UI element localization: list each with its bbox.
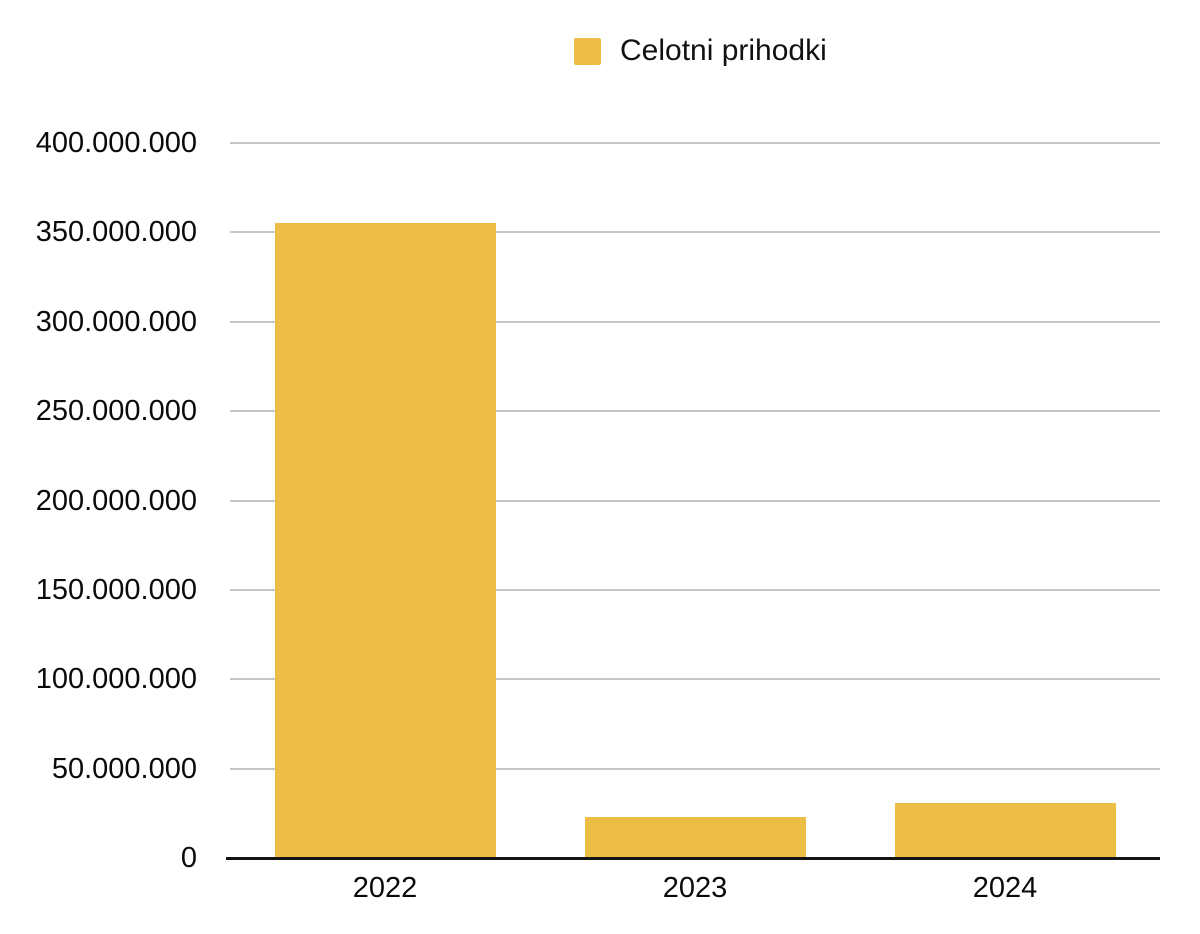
y-axis-tick-label: 0 xyxy=(180,842,197,874)
gridline xyxy=(230,231,1160,234)
y-axis-tick-label: 100.000.000 xyxy=(35,663,197,696)
gridline xyxy=(230,678,1160,681)
x-axis-tick-label: 2024 xyxy=(972,872,1038,904)
legend-swatch-celotni-prihodki xyxy=(574,37,601,65)
gridline xyxy=(230,588,1160,591)
bar-2023[interactable] xyxy=(584,816,806,858)
gridline xyxy=(230,499,1160,502)
y-axis-tick-label: 200.000.000 xyxy=(35,484,197,517)
bar-2024[interactable] xyxy=(894,802,1116,858)
y-axis-tick-label: 50.000.000 xyxy=(51,752,197,785)
x-axis-tick-label: 2022 xyxy=(352,872,418,904)
y-axis-tick-label: 300.000.000 xyxy=(35,305,197,338)
bar-2022[interactable] xyxy=(274,223,496,858)
gridline xyxy=(230,320,1160,323)
gridline xyxy=(230,767,1160,770)
legend-label: Celotni prihodki xyxy=(620,34,827,67)
y-axis-tick-label: 150.000.000 xyxy=(35,573,197,606)
y-axis-tick-label: 250.000.000 xyxy=(35,395,197,428)
gridline xyxy=(230,142,1160,144)
x-axis-line xyxy=(226,857,1160,860)
chart-legend: Celotni prihodki xyxy=(574,34,827,68)
y-axis-tick-label: 350.000.000 xyxy=(35,216,197,249)
y-axis-tick-label: 400.000.000 xyxy=(35,127,197,159)
x-axis-tick-label: 2023 xyxy=(662,872,728,904)
gridline xyxy=(230,410,1160,413)
